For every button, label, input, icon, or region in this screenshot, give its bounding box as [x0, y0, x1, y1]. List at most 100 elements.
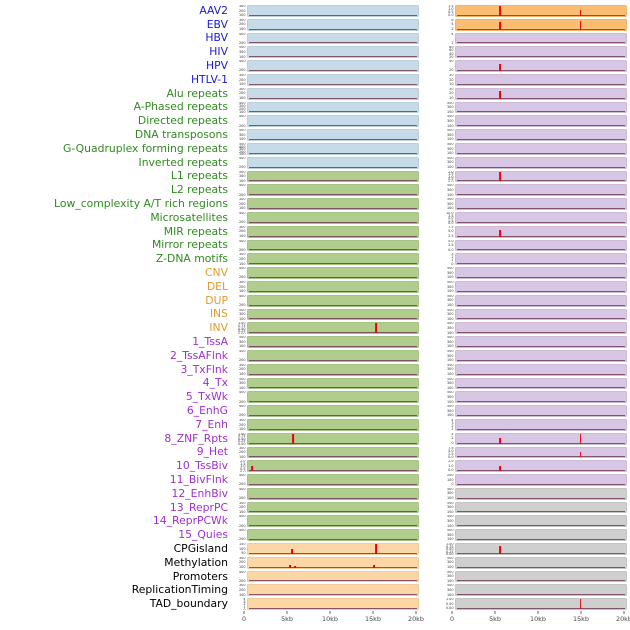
ytick-label: 500: [447, 529, 454, 533]
ytick-labels-left: 500 300 100: [231, 336, 247, 348]
baseline: [249, 525, 417, 527]
ytick-label: 2: [451, 436, 454, 441]
ytick-label: 200: [239, 399, 246, 404]
ytick-label: 100: [447, 413, 454, 417]
ytick-labels-left: 400 200: [231, 405, 247, 417]
ytick-label: 300: [239, 49, 246, 54]
track-panel-right: [455, 501, 627, 514]
track-panel-right: [455, 101, 627, 114]
x-axis-tick-label: 15kb: [573, 615, 589, 624]
ytick-label: 100: [447, 565, 454, 569]
x-axis-tick-mark: [372, 611, 374, 615]
ytick-label: 300: [447, 201, 454, 206]
ytick-label: 4: [243, 598, 246, 602]
track-panel-left: [247, 432, 419, 445]
row-label: Promoters: [172, 569, 228, 583]
track-panel-right: [455, 115, 627, 128]
baseline: [457, 470, 625, 472]
baseline: [457, 594, 625, 596]
baseline: [457, 28, 625, 30]
ytick-labels-left: 1.00 0.75 0.50 0.25 0.00: [231, 322, 247, 334]
ytick-label: 300: [239, 198, 246, 202]
signal-spike: [579, 433, 582, 444]
ytick-label: 100: [239, 546, 246, 551]
ytick-label: 100: [239, 454, 246, 459]
baseline: [249, 69, 417, 71]
track-row: G-Quadruplex forming repeats 500 400 300 20…: [0, 142, 630, 156]
ytick-label: 300: [239, 280, 246, 284]
ytick-label: 2: [451, 424, 454, 429]
ytick-label: 300: [239, 147, 246, 152]
row-label: L1 repeats: [170, 169, 228, 183]
ytick-label: 100: [447, 109, 454, 114]
ytick-labels-left: 400 200: [231, 157, 247, 169]
ytick-label: 5.0: [448, 229, 454, 234]
track-panel-left: [247, 225, 419, 238]
ytick-label: 100: [447, 151, 454, 155]
ytick-label: 300: [239, 103, 246, 108]
x-axis-tick-label: 0: [449, 615, 455, 624]
track-panel-right: [455, 156, 627, 169]
row-label: G-Quadruplex forming repeats: [63, 141, 228, 155]
ytick-label: 200: [239, 40, 246, 45]
track-panel-left: [247, 198, 419, 210]
track-panel-left: [247, 156, 419, 169]
ytick-label: 300: [239, 73, 246, 77]
ytick-labels-left: 300 200 100: [231, 226, 247, 238]
baseline: [457, 14, 625, 16]
baseline: [249, 249, 417, 251]
track-panel-right: [455, 267, 627, 279]
x-axis-tick-label: 0: [241, 615, 247, 624]
row-label: Low_complexity A/T rich regions: [54, 197, 228, 211]
ytick-label: 300: [447, 284, 454, 289]
row-label: Microsatellites: [150, 210, 228, 224]
ytick-label: 200: [239, 450, 246, 455]
x-axis-tick-mark: [243, 611, 245, 615]
ytick-label: 7.5: [448, 225, 454, 229]
baseline: [457, 359, 625, 361]
ytick-labels-right: 7.5 5.0 2.5 0.0: [439, 447, 455, 459]
x-axis-tick-mark: [623, 611, 625, 615]
track-panel-left: [247, 391, 419, 404]
ytick-label: 7.5: [448, 213, 454, 218]
track-panel-left: [247, 101, 419, 114]
track-row: DUP 400 200 500 300 100: [0, 294, 630, 308]
signal-spike: [498, 546, 501, 554]
baseline: [249, 511, 417, 513]
ytick-label: 1.00: [237, 432, 246, 436]
ytick-label: 100: [239, 385, 246, 390]
ytick-label: 400: [239, 570, 246, 574]
track-panel-left: [247, 363, 419, 376]
baseline: [457, 152, 625, 154]
ytick-labels-left: 500 300 100: [231, 46, 247, 58]
signal-spike: [498, 6, 501, 16]
baseline: [249, 594, 417, 596]
ytick-label: 0.5: [448, 10, 454, 15]
baseline: [457, 83, 625, 85]
row-label: HBV: [205, 31, 228, 45]
ytick-label: 0.25: [237, 439, 246, 444]
row-label: L2 repeats: [170, 183, 228, 197]
x-axis-tick-mark: [580, 611, 582, 615]
baseline: [249, 180, 417, 182]
ytick-label: 20: [449, 91, 454, 96]
track-panel-right: [455, 363, 627, 376]
ytick-label: 200: [239, 505, 246, 510]
ytick-label: 200: [239, 77, 246, 82]
ytick-label: 400: [239, 144, 246, 149]
ytick-label: 200: [447, 474, 454, 478]
ytick-label: 0.50: [445, 547, 454, 552]
ytick-label: 400: [239, 156, 246, 160]
ytick-label: 500: [447, 101, 454, 105]
track-panel-left: [247, 239, 419, 252]
ytick-labels-left: 500 300 100: [231, 378, 247, 390]
track-panel-left: [247, 570, 419, 583]
ytick-label: 400: [239, 184, 246, 188]
ytick-label: 400: [239, 32, 246, 36]
track-panel-right: [455, 570, 627, 583]
track-row: Directed repeats 400 200 500 300 100: [0, 114, 630, 128]
ytick-label: 500: [239, 336, 246, 340]
baseline: [249, 497, 417, 499]
signal-spike: [498, 63, 501, 71]
ytick-label: 0.75: [237, 323, 246, 328]
